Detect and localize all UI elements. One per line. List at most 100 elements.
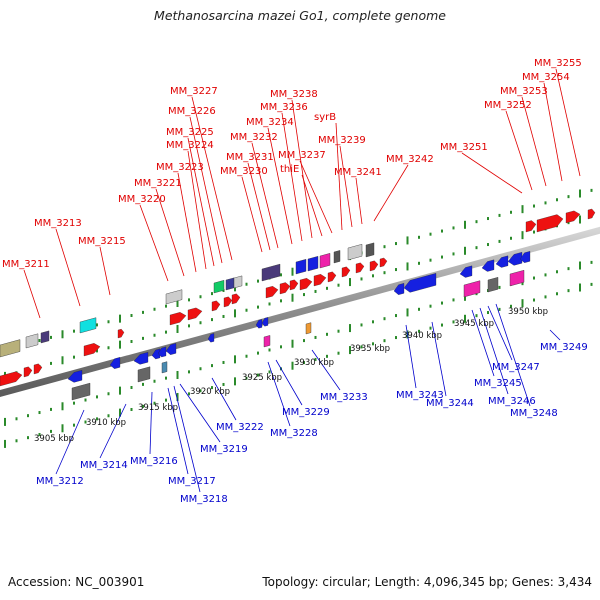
kbp-label: 3910 kbp [86,418,126,428]
tick-mark [257,279,259,283]
forward-gene [169,312,187,326]
tick-mark [360,277,363,281]
tick-mark [372,342,374,346]
tick-mark [326,354,328,358]
gene-labels: MM_3211 MM_3213 MM_3215 MM_3220 MM_3221 MM_32… [2,58,588,505]
tick-mark [533,276,535,280]
label-connector [179,383,221,443]
tick-mark [314,357,317,361]
tick-mark [303,361,305,365]
tick-mark [188,298,190,302]
tick-mark [395,336,397,340]
gene-label: MM_3246 [488,396,536,407]
tick-mark [337,283,340,287]
tick-mark [280,299,282,303]
tick-mark [130,386,133,390]
gene-label: MM_3225 [166,127,214,138]
label-connector [335,122,343,231]
tick-mark [130,340,133,344]
tick-mark [498,239,501,243]
gene-label: MM_3249 [540,342,588,353]
tick-mark [395,314,397,318]
label-connector [291,99,313,239]
tick-mark [96,417,98,421]
gene-label: MM_3213 [34,218,82,229]
tick-mark [418,307,420,311]
gene-label: MM_3237 [278,150,326,161]
tick-mark [291,339,294,348]
kbp-label: 3940 kbp [402,331,442,341]
tick-mark [176,298,179,307]
label-connector [99,246,111,296]
label-connector [431,321,447,397]
tick-mark [165,304,167,308]
tick-mark [395,268,397,272]
tick-mark [153,401,156,405]
forward-gene [23,366,33,378]
gene-label: MM_3252 [484,100,532,111]
tick-mark [61,330,64,339]
gene-label: MM_3229 [282,407,330,418]
tick-mark [50,361,52,365]
label-connector [155,188,185,277]
reverse-block [161,361,168,374]
forward-block [365,242,375,258]
tick-mark [61,402,64,411]
label-connector [301,174,323,237]
forward-gene [117,328,125,339]
tick-mark [165,376,167,380]
label-connector [555,68,581,177]
label-connector [55,409,85,475]
tick-mark [383,271,386,275]
tick-mark [130,314,133,318]
tick-mark [429,304,432,308]
forward-gene [211,300,221,312]
tick-mark [15,439,18,443]
tick-mark [234,355,236,364]
tick-mark [84,398,87,402]
tick-mark [96,323,98,327]
reverse-block [509,269,525,287]
gene-label: MM_3244 [426,398,474,409]
tick-mark [498,307,501,311]
gene-label: MM_3220 [118,194,166,205]
tick-mark [50,407,52,411]
gene-label: MM_3253 [500,86,548,97]
label-connector [189,116,223,264]
tick-mark [360,345,363,349]
tick-mark [406,262,409,271]
tick-mark [349,324,351,333]
tick-mark [475,220,478,224]
tick-mark [119,408,121,417]
tick-mark [211,386,213,390]
forward-block [261,263,281,282]
tick-mark [464,220,466,229]
reverse-block [487,277,499,293]
label-connector [247,162,271,251]
reverse-gene [495,255,509,268]
gene-label: MM_3231 [226,152,274,163]
tick-mark [590,282,593,286]
tick-mark [222,314,225,318]
reverse-block [305,322,312,335]
tick-mark [567,267,570,271]
tick-mark [50,335,52,339]
label-connector [167,387,189,475]
gene-label: MM_3251 [440,142,488,153]
tick-mark [73,423,75,427]
tick-mark [452,226,455,230]
tick-mark [153,333,156,337]
tick-mark [291,267,294,276]
forward-gene [565,210,581,224]
reverse-gene [67,369,83,383]
gene-label: MM_3224 [166,140,214,151]
tick-mark [73,401,75,405]
label-connector [495,303,531,407]
kbp-label: 3935 kbp [350,344,390,354]
label-connector [177,172,197,273]
map-title: Methanosarcina mazei Go1, complete genom… [154,8,446,23]
tick-mark [280,345,282,349]
tick-mark [222,382,225,386]
tick-mark [544,273,547,277]
tick-mark [107,392,110,396]
